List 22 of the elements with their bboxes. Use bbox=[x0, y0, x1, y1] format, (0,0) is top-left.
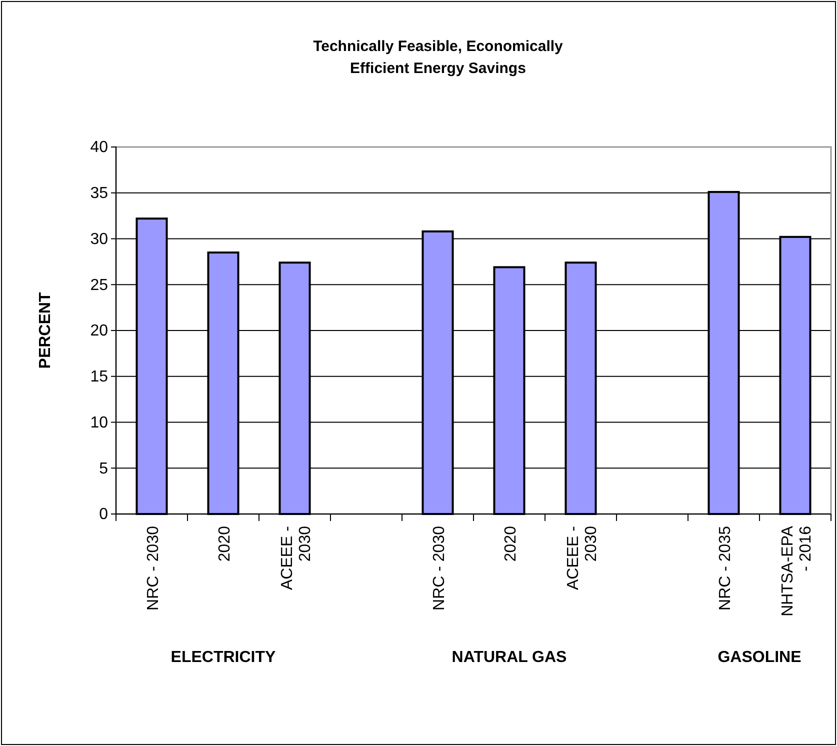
chart-title: Technically Feasible, Economically Efficient Energy Savings bbox=[313, 38, 564, 77]
y-tick-label: 15 bbox=[90, 368, 108, 386]
text: NATURAL GAS bbox=[452, 649, 568, 666]
y-tick-label: 20 bbox=[90, 322, 108, 340]
x-tick-label: 2020 bbox=[502, 526, 520, 562]
x-tick-label: NRC - 2030 bbox=[430, 526, 448, 610]
x-tick-label: NRC - 2035 bbox=[716, 526, 734, 610]
x-tick-label: ACEEE - 2030 bbox=[564, 526, 600, 590]
x-tick-label: 2020 bbox=[216, 526, 234, 562]
y-tick-label: 0 bbox=[99, 506, 108, 524]
x-tick-label: NRC - 2030 bbox=[144, 526, 162, 610]
y-tick-label: 40 bbox=[90, 139, 108, 156]
y-tick-label: 5 bbox=[99, 460, 108, 478]
x-tick-label: ACEEE - 2030 bbox=[278, 526, 314, 590]
y-tick-label: 10 bbox=[90, 414, 108, 432]
x-tick-label: NHTSA-EPA - 2016 bbox=[779, 526, 814, 616]
y-tick-label: 25 bbox=[90, 276, 108, 294]
y-tick-label: 30 bbox=[90, 230, 108, 248]
text: GASOLINE bbox=[718, 649, 802, 666]
y-tick-label: 35 bbox=[90, 184, 108, 202]
text: ELECTRICITY bbox=[170, 649, 276, 666]
y-axis-title: PERCENT bbox=[37, 292, 54, 369]
